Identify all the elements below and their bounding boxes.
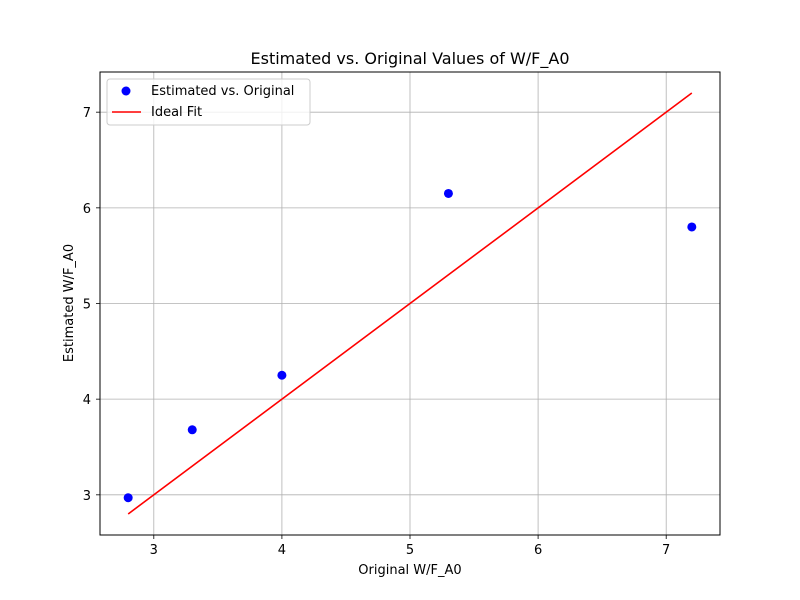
y-axis-label: Estimated W/F_A0 [62,244,77,362]
y-tick-label: 7 [83,106,91,121]
scatter-point [123,493,133,503]
y-tick-label: 5 [83,298,91,313]
x-tick-label: 4 [278,543,286,558]
scatter-points-layer [123,188,697,503]
y-tick-label: 4 [83,393,91,408]
scatter-point [687,222,697,232]
ideal-fit-line [127,92,693,515]
scatter-point [277,370,287,380]
ideal-fit-layer [127,92,693,515]
y-tick-label: 6 [83,202,91,217]
x-tick-label: 3 [150,543,158,558]
x-tick-label: 5 [406,543,414,558]
y-tick-label: 3 [83,489,91,504]
legend-label-ideal-fit: Ideal Fit [151,105,202,120]
y-axis-ticks: 3 4 5 6 7 [83,106,100,504]
x-tick-label: 7 [662,543,670,558]
x-axis-label: Original W/F_A0 [358,563,461,578]
scatter-point [443,188,453,198]
chart-title: Estimated vs. Original Values of W/F_A0 [251,49,570,69]
legend: Estimated vs. Original Ideal Fit [106,78,311,126]
scatter-point [187,425,197,435]
legend-scatter-marker [121,86,131,96]
legend-label-scatter: Estimated vs. Original [151,84,294,99]
legend-box [106,78,311,126]
x-tick-label: 6 [534,543,542,558]
x-axis-ticks: 3 4 5 6 7 [150,535,670,558]
